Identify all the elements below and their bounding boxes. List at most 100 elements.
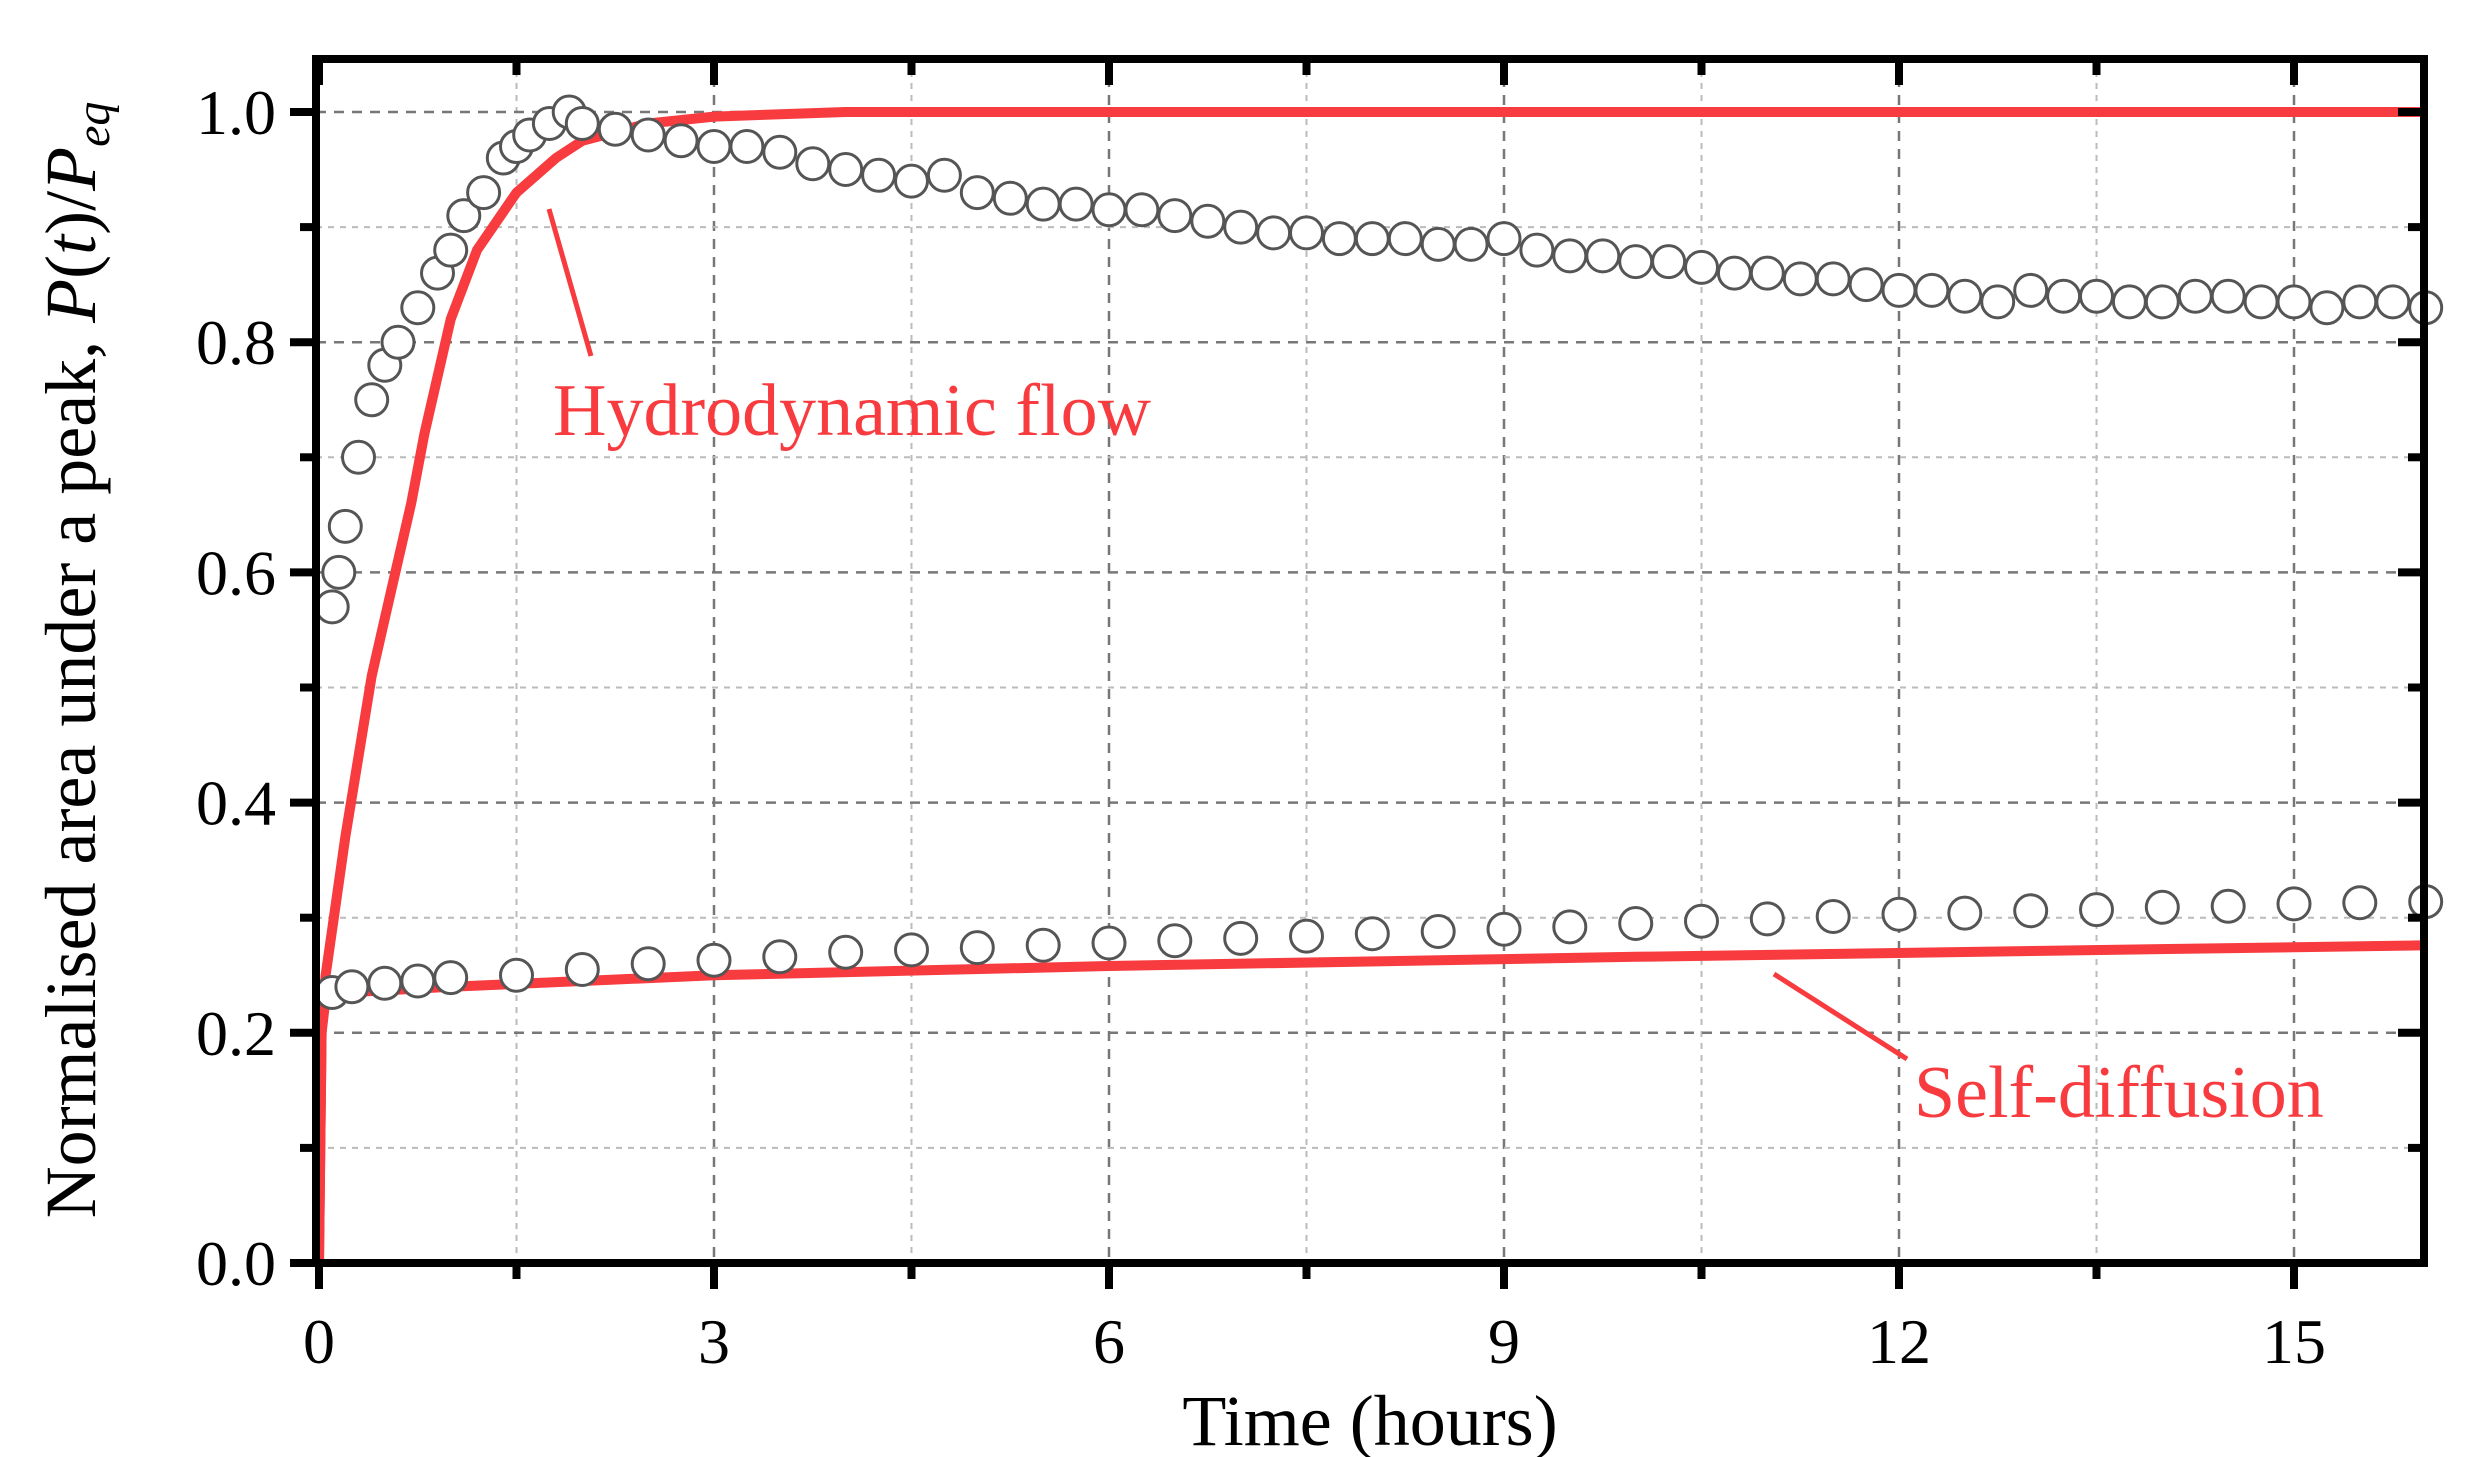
data-point — [1651, 244, 1687, 280]
data-point — [2210, 888, 2246, 924]
y-tick-label: 0.4 — [196, 768, 276, 839]
data-point — [400, 963, 436, 999]
x-axis-title: Time (hours) — [1182, 1381, 1557, 1457]
ticks: 0 3 6 9 12 15 0.0 0.2 0.4 0.6 0.8 1.0 — [196, 59, 2424, 1377]
annotation-leader-hydrodynamic — [546, 208, 594, 357]
data-point — [1782, 261, 1818, 297]
data-point — [1618, 244, 1654, 280]
data-point — [466, 175, 502, 211]
x-tick-label: 9 — [1488, 1306, 1520, 1377]
data-point — [795, 146, 831, 182]
data-point — [564, 106, 600, 141]
data-point — [334, 969, 370, 1005]
data-point — [2276, 284, 2312, 320]
data-point — [1223, 209, 1259, 245]
data-point — [1947, 895, 1983, 931]
data-point — [1881, 896, 1917, 932]
data-point — [597, 111, 633, 147]
data-point — [959, 175, 995, 211]
data-point — [1519, 232, 1555, 268]
data-point — [1585, 238, 1621, 274]
data-point — [1420, 914, 1456, 949]
data-point — [1815, 261, 1851, 297]
annotation-hydrodynamic-flow: Hydrodynamic flow — [553, 370, 1152, 452]
y-axis-title-open: ( — [31, 255, 111, 279]
data-point — [1749, 901, 1785, 937]
data-point — [696, 129, 732, 164]
y-tick-label: 1.0 — [196, 77, 276, 148]
data-point — [1486, 221, 1522, 257]
data-point — [446, 198, 482, 234]
data-point — [499, 957, 534, 993]
annotation-leader-self-diffusion — [1772, 971, 1909, 1062]
data-point — [2046, 278, 2082, 314]
data-point — [2013, 272, 2049, 308]
data-point — [1289, 215, 1324, 251]
data-point — [1552, 238, 1588, 274]
data-point — [433, 232, 469, 268]
data-point — [2342, 284, 2378, 320]
data-point — [2243, 284, 2279, 320]
y-axis-title-prefix: Normalised area under a peak, — [31, 323, 111, 1219]
data-point — [1881, 272, 1917, 308]
x-tick-label: 3 — [698, 1306, 730, 1377]
data-point — [630, 117, 666, 153]
data-point — [2144, 284, 2180, 320]
data-point — [1980, 284, 2016, 320]
y-axis-title-close: )/ — [31, 191, 111, 235]
data-point — [341, 439, 376, 475]
data-point — [564, 952, 600, 987]
data-point — [762, 134, 798, 170]
data-point — [321, 554, 357, 590]
data-point — [1025, 186, 1061, 222]
data-point — [2013, 893, 2049, 929]
grid — [316, 59, 2424, 1263]
data-point — [367, 965, 403, 1001]
data-point — [1387, 221, 1423, 257]
data-point — [2079, 892, 2114, 928]
y-tick-label: 0.2 — [196, 998, 276, 1069]
data-point — [327, 508, 363, 544]
plot-border — [312, 55, 2428, 1267]
data-point — [1354, 221, 1390, 257]
data-point — [2342, 885, 2378, 921]
data-point — [1947, 278, 1983, 314]
data-point — [1223, 920, 1259, 956]
data-point — [380, 324, 416, 360]
data-point — [1157, 923, 1193, 959]
y-axis-title-p: P — [31, 279, 111, 324]
y-axis-title-t: t — [31, 233, 111, 255]
data-markers — [314, 94, 2444, 1010]
y-tick-label: 0.0 — [196, 1228, 276, 1299]
data-point — [1684, 249, 1719, 285]
data-point — [314, 589, 350, 625]
data-point — [828, 152, 864, 187]
data-point — [762, 939, 798, 975]
data-point — [354, 382, 390, 418]
x-tick-label: 6 — [1093, 1306, 1125, 1377]
data-point — [1321, 221, 1357, 257]
data-point — [2079, 278, 2114, 314]
data-point — [1256, 215, 1292, 251]
annotation-self-diffusion: Self-diffusion — [1914, 1052, 2324, 1134]
data-point — [1091, 192, 1127, 228]
data-point — [894, 932, 929, 968]
data-point — [1190, 203, 1226, 239]
data-point — [926, 157, 962, 193]
data-point — [2111, 284, 2147, 320]
axes-frame — [312, 55, 2428, 1267]
data-point — [1914, 272, 1950, 308]
data-point — [2177, 278, 2213, 314]
data-point — [1618, 906, 1654, 941]
data-point — [1486, 911, 1522, 947]
data-point — [630, 946, 666, 982]
data-point — [2144, 889, 2180, 925]
data-point — [1058, 186, 1094, 222]
y-tick-label: 0.6 — [196, 537, 276, 608]
y-axis-title-sub: eq — [67, 102, 120, 147]
y-axis-title-p2: P — [31, 147, 111, 192]
data-point — [861, 157, 897, 193]
data-point — [1124, 192, 1160, 228]
data-point — [1453, 226, 1489, 262]
